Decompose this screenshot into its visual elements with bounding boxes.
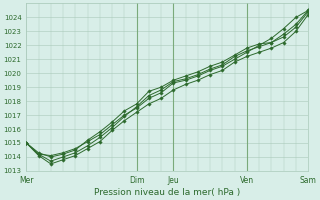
X-axis label: Pression niveau de la mer( hPa ): Pression niveau de la mer( hPa ) — [94, 188, 240, 197]
